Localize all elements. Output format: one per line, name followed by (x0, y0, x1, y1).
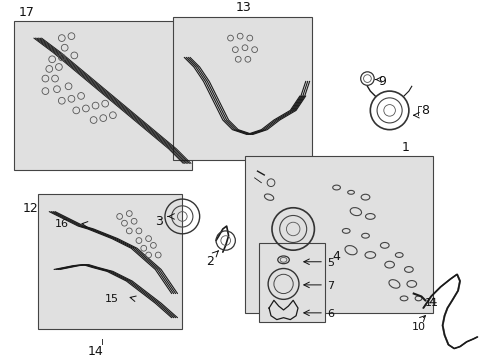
Bar (259, 243, 325, 323)
Text: 17: 17 (19, 6, 34, 19)
Text: 7: 7 (326, 281, 333, 291)
Bar (38, 194, 182, 329)
Text: 6: 6 (326, 309, 333, 319)
Text: 13: 13 (235, 1, 250, 14)
Text: 15: 15 (105, 293, 119, 303)
Text: 12: 12 (22, 202, 38, 215)
Bar (14, 21, 192, 170)
Text: 16: 16 (55, 219, 69, 229)
Bar (172, 17, 312, 159)
Text: 3: 3 (155, 215, 163, 228)
Text: 1: 1 (401, 141, 409, 154)
Text: 9: 9 (377, 75, 385, 88)
Text: 5: 5 (326, 258, 333, 268)
Text: 2: 2 (206, 255, 214, 268)
Text: 11: 11 (425, 298, 438, 309)
Text: 10: 10 (411, 321, 425, 332)
Text: 8: 8 (421, 104, 428, 117)
Text: 4: 4 (332, 250, 340, 263)
Bar (244, 156, 432, 313)
Text: 14: 14 (88, 345, 103, 358)
